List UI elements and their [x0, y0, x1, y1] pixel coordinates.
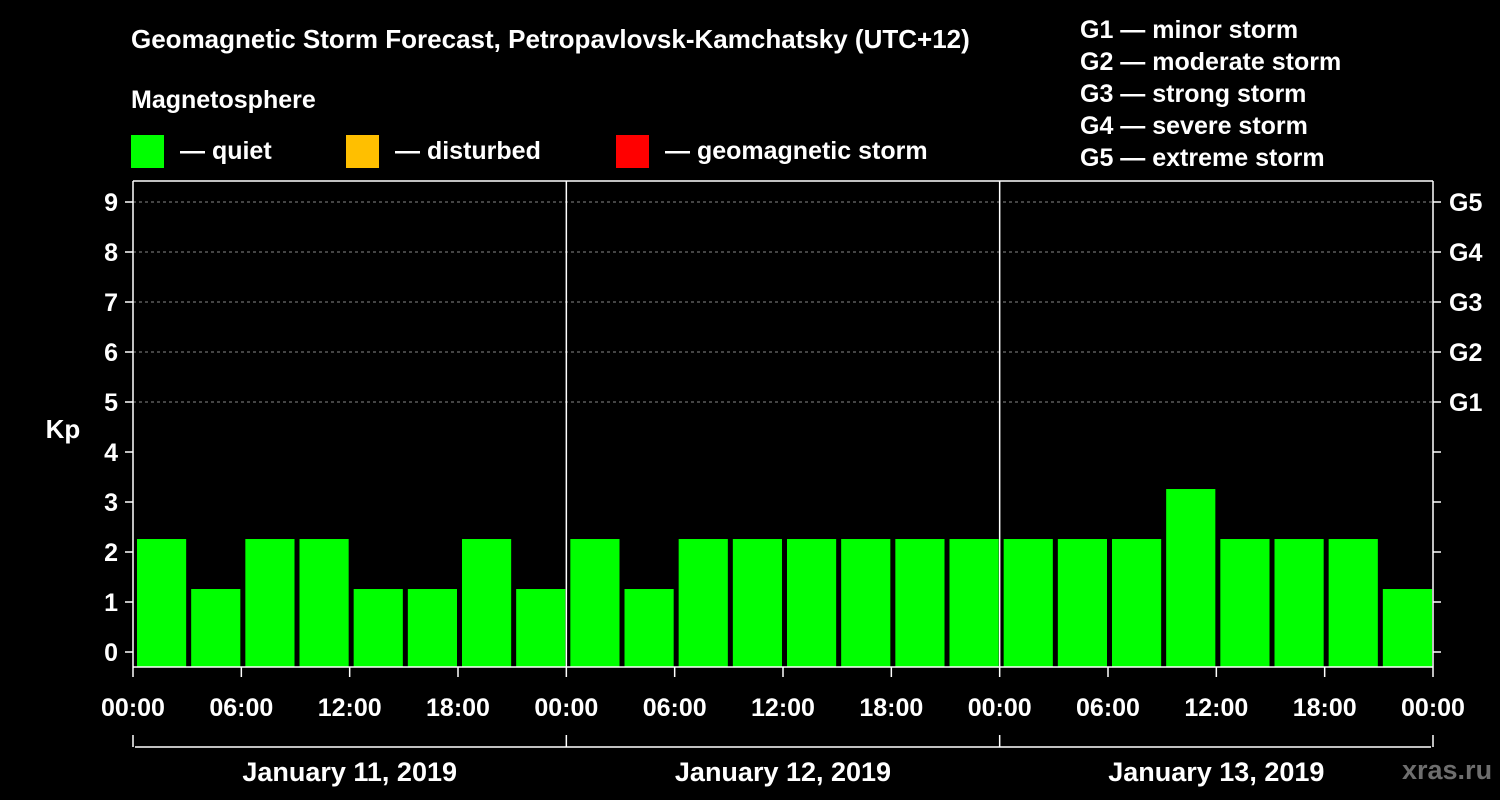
legend-swatch-storm [616, 134, 649, 168]
kp-bar [1057, 539, 1107, 667]
kp-bar [245, 539, 295, 667]
kp-bar [1003, 539, 1053, 667]
kp-bar [895, 539, 945, 667]
kp-bar [678, 539, 728, 667]
storm-level-legend: G1 — minor storm G2 — moderate storm G3 … [1080, 14, 1341, 174]
kp-bar [462, 539, 512, 667]
kp-bar [732, 539, 782, 667]
legend-item-disturbed: — disturbed [346, 134, 541, 168]
y-tick-label: 8 [104, 239, 118, 267]
y-tick-label: 7 [104, 289, 118, 317]
storm-level-g4: G4 — severe storm [1080, 112, 1308, 140]
legend-heading: Magnetosphere [131, 86, 316, 114]
kp-bar [353, 589, 403, 667]
storm-level-tick-label: G1 [1449, 389, 1482, 417]
kp-bar [1112, 539, 1162, 667]
x-tick-label: 00:00 [101, 694, 165, 722]
y-tick-label: 9 [104, 189, 118, 217]
legend-item-storm: — geomagnetic storm [616, 134, 928, 168]
kp-bar [570, 539, 620, 667]
kp-bar [516, 589, 566, 667]
x-tick-label: 18:00 [1293, 694, 1357, 722]
kp-bar [949, 539, 999, 667]
x-tick-label: 00:00 [1401, 694, 1465, 722]
watermark: xras.ru [1402, 755, 1493, 785]
storm-level-g5: G5 — extreme storm [1080, 144, 1325, 172]
day-label: January 13, 2019 [1108, 757, 1324, 787]
kp-bar [787, 539, 837, 667]
kp-bar [299, 539, 349, 667]
day-label: January 12, 2019 [675, 757, 891, 787]
y-tick-label: 5 [104, 389, 118, 417]
x-tick-label: 12:00 [318, 694, 382, 722]
storm-level-tick-label: G2 [1449, 339, 1482, 367]
legend-label-quiet: — quiet [180, 136, 272, 165]
storm-level-g3: G3 — strong storm [1080, 80, 1307, 108]
storm-level-g2: G2 — moderate storm [1080, 48, 1342, 76]
storm-level-tick-label: G3 [1449, 289, 1482, 317]
storm-level-tick-label: G5 [1449, 189, 1482, 217]
y-axis-label: Kp [46, 414, 81, 444]
x-tick-label: 06:00 [643, 694, 707, 722]
kp-bar [1274, 539, 1324, 667]
legend-swatch-disturbed [346, 134, 379, 168]
chart-title: Geomagnetic Storm Forecast, Petropavlovs… [131, 24, 970, 54]
kp-bar [1220, 539, 1270, 667]
legend-item-quiet: — quiet [131, 134, 272, 168]
x-tick-label: 00:00 [534, 694, 598, 722]
y-tick-label: 3 [104, 489, 118, 517]
legend-label-storm: — geomagnetic storm [665, 136, 928, 165]
kp-bar [407, 589, 457, 667]
kp-bar [624, 589, 674, 667]
x-tick-label: 06:00 [1076, 694, 1140, 722]
y-tick-label: 6 [104, 339, 118, 367]
legend-swatch-quiet [131, 134, 164, 168]
x-tick-label: 00:00 [968, 694, 1032, 722]
day-label: January 11, 2019 [242, 757, 457, 787]
kp-bar [137, 539, 187, 667]
x-tick-label: 12:00 [1184, 694, 1248, 722]
legend-label-disturbed: — disturbed [395, 136, 541, 165]
kp-bar [1382, 589, 1432, 667]
x-tick-label: 06:00 [209, 694, 273, 722]
kp-bar [191, 589, 241, 667]
x-tick-label: 18:00 [426, 694, 490, 722]
kp-bar [841, 539, 891, 667]
x-tick-label: 18:00 [859, 694, 923, 722]
y-tick-label: 2 [104, 539, 118, 567]
kp-bar [1166, 489, 1216, 667]
kp-bar [1328, 539, 1378, 667]
y-tick-label: 0 [104, 639, 118, 667]
x-tick-label: 12:00 [751, 694, 815, 722]
storm-level-tick-label: G4 [1449, 239, 1482, 267]
y-tick-label: 1 [104, 589, 118, 617]
y-tick-label: 4 [104, 439, 118, 467]
storm-level-g1: G1 — minor storm [1080, 16, 1299, 44]
